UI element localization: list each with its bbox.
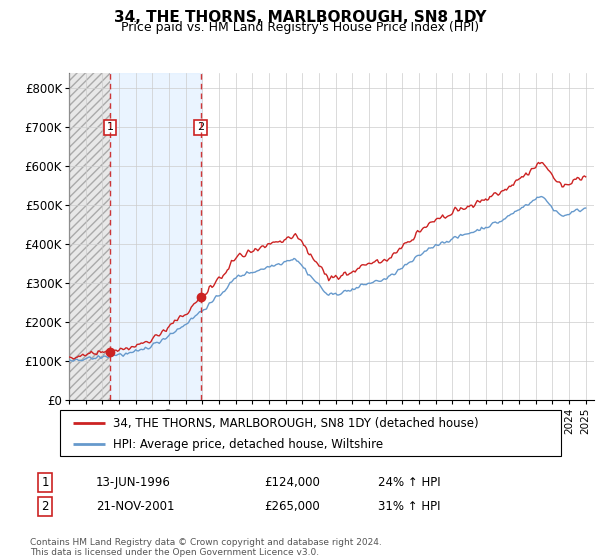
Text: 1: 1 [106, 123, 113, 132]
Text: 34, THE THORNS, MARLBOROUGH, SN8 1DY (detached house): 34, THE THORNS, MARLBOROUGH, SN8 1DY (de… [113, 417, 478, 430]
Text: Price paid vs. HM Land Registry's House Price Index (HPI): Price paid vs. HM Land Registry's House … [121, 21, 479, 34]
Text: 2: 2 [41, 500, 49, 513]
Text: £124,000: £124,000 [264, 476, 320, 489]
Text: 2: 2 [197, 123, 204, 132]
Bar [69, 73, 110, 400]
Text: HPI: Average price, detached house, Wiltshire: HPI: Average price, detached house, Wilt… [113, 438, 383, 451]
Text: 34, THE THORNS, MARLBOROUGH, SN8 1DY: 34, THE THORNS, MARLBOROUGH, SN8 1DY [114, 10, 486, 25]
Text: Contains HM Land Registry data © Crown copyright and database right 2024.
This d: Contains HM Land Registry data © Crown c… [30, 538, 382, 557]
Bar [69, 73, 110, 400]
Text: 24% ↑ HPI: 24% ↑ HPI [378, 476, 440, 489]
Text: 13-JUN-1996: 13-JUN-1996 [96, 476, 171, 489]
Text: 21-NOV-2001: 21-NOV-2001 [96, 500, 175, 513]
Text: 1: 1 [41, 476, 49, 489]
Bar [110, 73, 200, 400]
Text: £265,000: £265,000 [264, 500, 320, 513]
Text: 31% ↑ HPI: 31% ↑ HPI [378, 500, 440, 513]
